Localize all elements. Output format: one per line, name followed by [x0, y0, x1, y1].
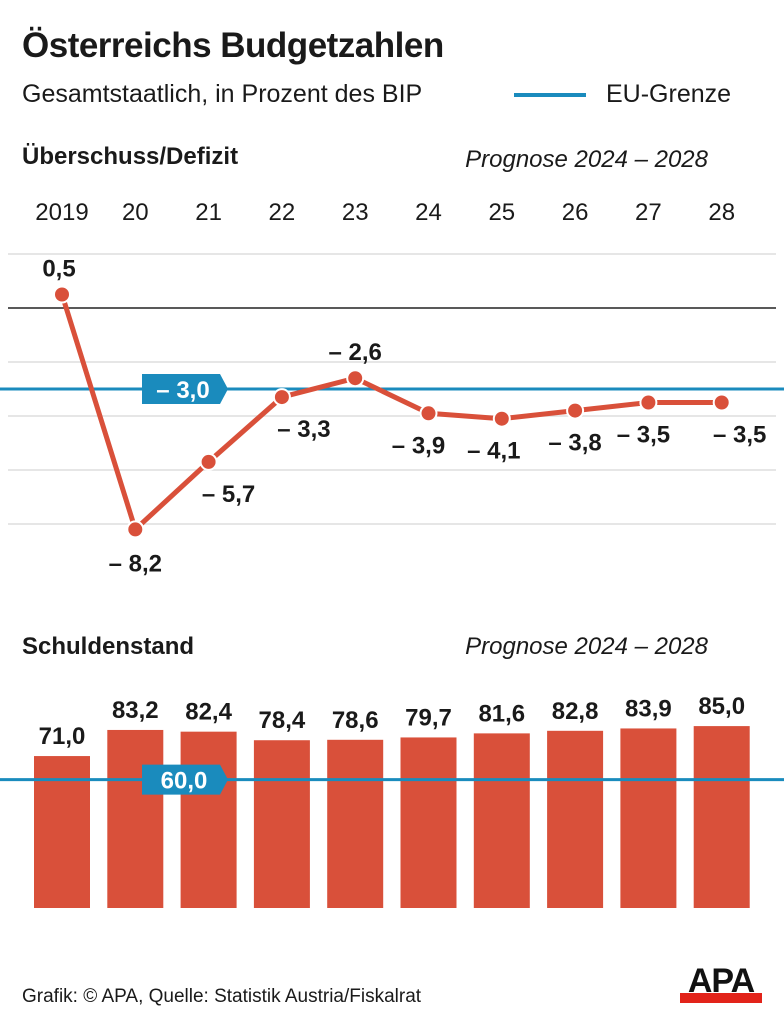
- data-point: [346, 369, 365, 388]
- x-tick-label: 21: [195, 199, 222, 226]
- x-tick-label: 22: [269, 199, 296, 226]
- chart-subtitle: Gesamtstaatlich, in Prozent des BIP: [22, 80, 423, 108]
- x-tick-label: 20: [122, 199, 149, 226]
- data-point: [566, 401, 585, 420]
- bar-label: 83,2: [112, 697, 159, 724]
- x-tick-label: 27: [635, 199, 662, 226]
- bar-label: 78,4: [259, 707, 306, 734]
- debt-limit-tag: [142, 764, 228, 795]
- line-chart-annotation: Prognose 2024 – 2028: [465, 146, 708, 173]
- data-point: [53, 285, 71, 304]
- bar-label: 78,6: [332, 707, 379, 734]
- x-tick-label: 28: [708, 199, 735, 226]
- legend-label: EU-Grenze: [606, 80, 732, 108]
- line-chart-title: Überschuss/Defizit: [22, 143, 239, 170]
- x-tick-label: 2019: [35, 199, 88, 226]
- data-point: [419, 404, 438, 423]
- series-line: [59, 293, 722, 532]
- x-tick-label: 24: [415, 199, 442, 226]
- data-point: [712, 393, 731, 412]
- bar: [620, 728, 677, 908]
- bar-chart-annotation: Prognose 2024 – 2028: [465, 633, 708, 660]
- data-point: [126, 520, 145, 539]
- chart-title: Österreichs Budgetzahlen: [22, 26, 444, 65]
- x-tick-label: 25: [488, 199, 515, 226]
- x-tick-label: 26: [562, 199, 589, 226]
- bar-label: 71,0: [39, 723, 86, 750]
- bar: [547, 730, 604, 908]
- bar: [180, 731, 237, 908]
- bar: [327, 739, 384, 908]
- bar: [253, 740, 310, 908]
- bar-label: 82,8: [552, 698, 599, 725]
- data-point: [492, 409, 511, 428]
- source-note: Grafik: © APA, Quelle: Statistik Austria…: [22, 986, 422, 1007]
- data-label: 0,5: [42, 256, 75, 283]
- bar-label: 85,0: [698, 693, 745, 720]
- data-point: [639, 393, 658, 412]
- data-label: – 3,9: [392, 432, 445, 459]
- bar: [34, 756, 90, 908]
- eu-limit-label: – 3,0: [156, 377, 209, 404]
- bar: [107, 729, 164, 908]
- bar-label: 82,4: [185, 699, 232, 726]
- legend: EU-Grenze: [514, 80, 731, 109]
- eu-limit-tag: [142, 374, 228, 404]
- bar-label: 79,7: [405, 704, 452, 731]
- bar-label: 83,9: [625, 695, 672, 722]
- bar: [693, 726, 750, 908]
- bar: [400, 737, 457, 908]
- data-label: – 3,8: [548, 430, 601, 457]
- data-label: – 4,1: [467, 438, 520, 465]
- data-label: – 8,2: [109, 550, 162, 577]
- data-point: [272, 388, 291, 407]
- bar-label: 81,6: [478, 700, 525, 727]
- bar-chart-title: Schuldenstand: [22, 633, 195, 660]
- bar: [473, 733, 530, 908]
- data-label: – 3,5: [713, 422, 766, 449]
- debt-limit-label: 60,0: [161, 768, 208, 795]
- data-label: – 3,5: [617, 422, 670, 449]
- data-label: – 2,6: [329, 339, 382, 366]
- data-point: [199, 452, 218, 471]
- data-label: – 5,7: [202, 481, 255, 508]
- apa-logo: APA: [688, 962, 755, 1000]
- legend-swatch: [514, 92, 586, 97]
- apa-logo-bar: [680, 993, 762, 1003]
- data-label: – 3,3: [277, 416, 330, 443]
- x-tick-label: 23: [342, 199, 369, 226]
